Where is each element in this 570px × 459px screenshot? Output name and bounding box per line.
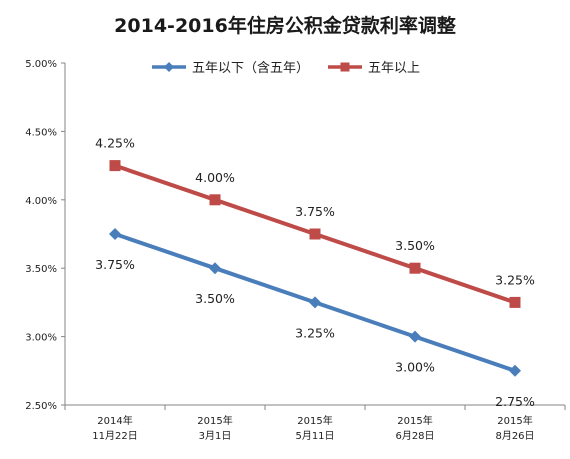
x-tick-label: 8月26日: [495, 430, 534, 442]
x-axis-ticks: 2014年 11月22日 2015年 3月1日 2015年 5月11日 2015年 6月28日…: [64, 405, 566, 442]
data-point-diamond: [209, 262, 221, 275]
legend: 五年以下（含五年） 五年以上: [152, 60, 420, 76]
x-tick-label: 2015年: [297, 414, 332, 427]
data-labels: 3.75% 3.50% 3.25% 3.00% 2.75% 4.25% 4.00% 3.75%…: [95, 136, 535, 409]
data-label: 3.75%: [295, 204, 335, 219]
y-tick-label: 3.00%: [25, 333, 57, 344]
data-label: 4.25%: [95, 136, 135, 151]
y-tick-label: 4.50%: [25, 127, 57, 138]
x-tick-label: 2015年: [197, 414, 232, 427]
data-point-square: [409, 262, 421, 274]
chart-title: 2014-2016年住房公积金贷款利率调整: [114, 14, 456, 37]
data-point-square: [309, 228, 321, 240]
data-point-diamond: [309, 296, 321, 309]
data-point-square: [109, 160, 121, 172]
data-label: 3.00%: [395, 360, 435, 375]
data-label: 4.00%: [195, 170, 235, 185]
legend-label: 五年以下（含五年）: [192, 60, 309, 76]
y-axis-ticks: 2.50% 3.00% 3.50% 4.00% 4.50% 5.00%: [25, 59, 65, 412]
data-point-square: [509, 296, 521, 308]
data-label: 2.75%: [495, 394, 535, 409]
legend-marker-diamond: [164, 62, 174, 72]
data-point-diamond: [109, 228, 121, 240]
y-tick-label: 2.50%: [25, 401, 57, 412]
x-tick-label: 2015年: [397, 414, 432, 427]
data-label: 3.25%: [495, 272, 535, 287]
data-point-diamond: [509, 364, 521, 377]
legend-marker-square: [340, 62, 350, 72]
data-point-square: [209, 194, 221, 206]
y-tick-label: 5.00%: [25, 59, 57, 70]
legend-label: 五年以上: [368, 61, 420, 76]
y-tick-label: 4.00%: [25, 196, 57, 207]
data-label: 3.25%: [295, 325, 335, 340]
series-group: [109, 160, 521, 377]
data-point-diamond: [409, 330, 421, 343]
data-label: 3.50%: [195, 291, 235, 306]
x-tick-label: 2014年: [97, 414, 132, 427]
x-tick-label: 3月1日: [199, 430, 232, 442]
x-tick-label: 6月28日: [395, 430, 434, 442]
x-tick-label: 11月22日: [92, 430, 137, 442]
data-label: 3.50%: [395, 238, 435, 253]
y-tick-label: 3.50%: [25, 264, 57, 275]
data-label: 3.75%: [95, 257, 135, 272]
x-tick-label: 2015年: [497, 414, 532, 427]
x-tick-label: 5月11日: [295, 430, 334, 442]
